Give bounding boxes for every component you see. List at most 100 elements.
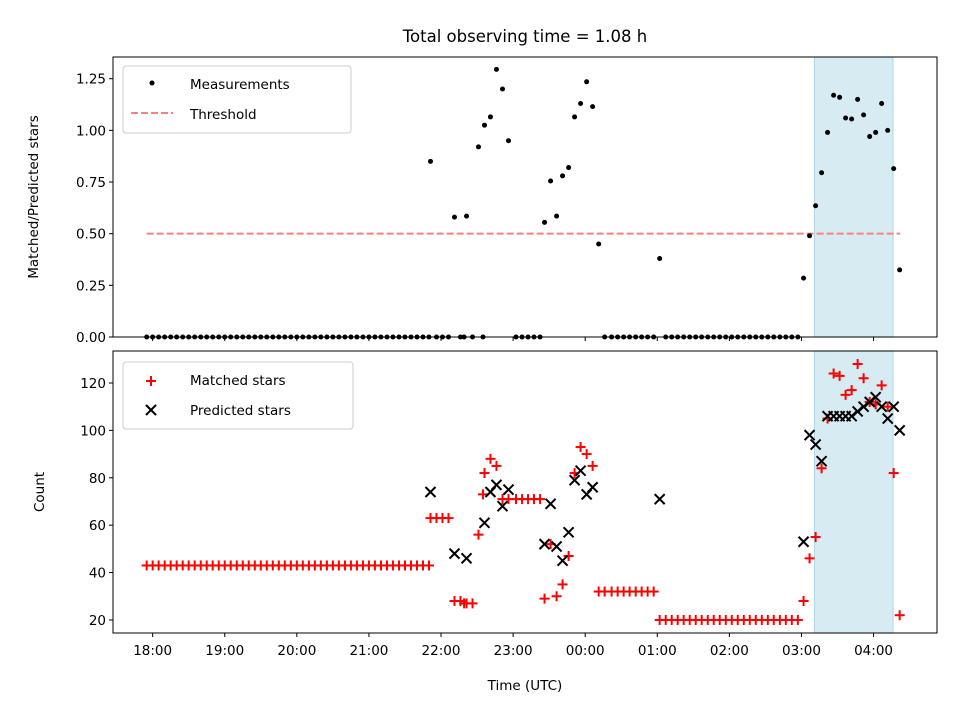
y-tick-label: 0.75: [76, 175, 106, 191]
measurement-point: [548, 178, 554, 184]
measurements-points: [144, 66, 903, 340]
matched-star-point: [816, 463, 827, 474]
matched-star-point: [581, 449, 592, 460]
y-tick-label: 0.25: [76, 278, 106, 294]
top-y-ticks: 0.00 0.25 0.50 0.75 1.00 1.25: [76, 72, 113, 346]
matched-star-point: [804, 553, 815, 564]
x-tick-label: 21:00: [349, 643, 388, 659]
top-legend: Measurements Threshold: [122, 65, 352, 134]
predicted-star-point: [424, 486, 437, 498]
measurement-point: [825, 129, 831, 135]
x-axis-label: Time (UTC): [487, 678, 563, 694]
measurement-point: [476, 144, 482, 150]
chart-title: Total observing time = 1.08 h: [402, 27, 647, 46]
bottom-legend: Matched stars Predicted stars: [122, 361, 354, 430]
predicted-star-point: [448, 547, 461, 560]
measurement-point: [554, 213, 560, 219]
bottom-y-ticks: 20 40 60 80 100 120: [80, 376, 113, 629]
predicted-star-point: [574, 464, 587, 477]
measurement-point: [819, 170, 825, 176]
matched-star-point: [423, 560, 434, 571]
matched-star-point: [551, 591, 562, 602]
matched-star-point: [485, 453, 496, 464]
matched-star-point: [648, 586, 659, 597]
measurement-point: [572, 114, 578, 120]
measurement-point: [542, 219, 548, 225]
x-tick-label: 22:00: [422, 643, 461, 659]
y-tick-label: 0.00: [76, 330, 106, 346]
y-tick-label: 20: [89, 613, 106, 629]
predicted-star-point: [490, 479, 503, 491]
legend-label-threshold: Threshold: [189, 107, 257, 123]
legend-label-matched: Matched stars: [190, 373, 286, 389]
y-tick-label: 60: [89, 518, 106, 534]
measurement-point: [885, 127, 891, 133]
predicted-star-point: [869, 391, 882, 403]
matched-stars-points: [141, 359, 905, 625]
bottom-y-axis-label: Count: [32, 472, 48, 512]
measurement-point: [500, 86, 506, 92]
measurement-point: [657, 255, 663, 261]
matched-star-point: [491, 460, 502, 471]
measurement-point: [590, 104, 596, 110]
matched-star-point: [828, 368, 839, 379]
bottom-legend-box: [122, 361, 354, 430]
y-tick-label: 120: [80, 376, 106, 392]
y-tick-label: 1.00: [76, 123, 106, 139]
shaded-region-top: [813, 56, 894, 338]
measurement-point: [427, 158, 433, 164]
matched-star-point: [858, 373, 869, 384]
matched-star-point: [798, 596, 809, 607]
predicted-star-point: [797, 536, 810, 548]
x-tick-label: 23:00: [494, 643, 533, 659]
top-x-ticks: [152, 337, 875, 341]
x-tick-label: 20:00: [277, 643, 316, 659]
predicted-star-point: [893, 424, 906, 437]
measurement-point: [843, 115, 849, 121]
x-tick-label: 04:00: [854, 643, 893, 659]
matched-star-point: [557, 579, 568, 590]
matched-star-point: [852, 359, 863, 370]
predicted-star-point: [502, 483, 515, 496]
matched-star-point: [894, 610, 905, 621]
measurement-point: [481, 122, 487, 128]
x-tick-label: 19:00: [205, 643, 244, 659]
matched-star-point: [876, 380, 887, 391]
predicted-star-point: [803, 429, 816, 441]
predicted-star-point: [562, 526, 575, 538]
legend-marker-measurements: [149, 80, 155, 86]
bottom-panel: 20 40 60 80 100 120 18:00 19:00 20:00 21:00 22:00…: [32, 350, 938, 694]
matched-star-point: [477, 489, 488, 500]
matched-star-point: [587, 460, 598, 471]
bottom-axes-frame: [112, 350, 938, 634]
predicted-star-point: [478, 517, 491, 529]
matched-star-point: [479, 468, 490, 479]
legend-marker-predicted: [145, 404, 157, 416]
measurement-point: [873, 129, 879, 135]
y-tick-label: 40: [89, 566, 106, 582]
measurement-point: [879, 100, 885, 106]
y-tick-label: 1.25: [76, 72, 106, 88]
predicted-star-point: [496, 500, 509, 512]
matched-star-point: [575, 441, 586, 452]
legend-marker-matched: [146, 376, 156, 386]
top-y-axis-label: Matched/Predicted stars: [26, 115, 42, 278]
top-legend-box: [122, 65, 352, 134]
measurement-point: [566, 165, 572, 171]
x-tick-label: 02:00: [710, 643, 749, 659]
measurement-point: [837, 94, 843, 100]
matched-star-point: [882, 401, 893, 412]
predicted-star-point: [653, 493, 666, 505]
predicted-star-point: [586, 481, 599, 493]
measurement-point: [831, 92, 837, 98]
predicted-star-point: [544, 498, 557, 510]
y-tick-label: 80: [89, 471, 106, 487]
matched-star-point: [539, 593, 550, 604]
predicted-star-point: [875, 400, 888, 413]
matched-star-point: [834, 370, 845, 381]
measurement-point: [584, 79, 590, 85]
measurement-point: [897, 267, 903, 273]
predicted-star-point: [887, 400, 900, 413]
measurement-point: [596, 241, 602, 247]
